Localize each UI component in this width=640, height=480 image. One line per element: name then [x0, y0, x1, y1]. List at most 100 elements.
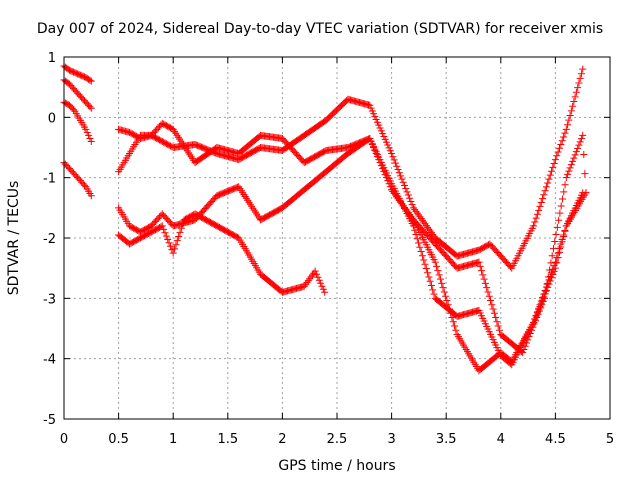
- data-point: [533, 210, 541, 218]
- x-tick-label: 5: [606, 432, 614, 447]
- data-point: [533, 308, 541, 316]
- data-point: [321, 288, 329, 296]
- data-point: [435, 271, 443, 279]
- data-point: [424, 223, 432, 231]
- data-point: [484, 288, 492, 296]
- data-point: [395, 169, 403, 177]
- data-point: [574, 144, 582, 152]
- data-point: [577, 135, 585, 143]
- data-point: [546, 171, 554, 179]
- data-point: [492, 313, 500, 321]
- data-point: [544, 179, 552, 187]
- data-point: [427, 282, 435, 290]
- data-point: [553, 223, 561, 231]
- x-tick-label: 3.5: [436, 432, 457, 447]
- data-point: [175, 232, 183, 240]
- data-point: [413, 209, 421, 217]
- data-point: [475, 258, 483, 266]
- data-point: [403, 188, 411, 196]
- data-point: [483, 284, 491, 292]
- data-point: [479, 271, 487, 279]
- data-point: [427, 229, 435, 237]
- data-point: [550, 159, 558, 167]
- data-point: [433, 262, 441, 270]
- series-track-e: [115, 65, 587, 272]
- data-point: [542, 183, 550, 191]
- data-point: [555, 144, 563, 152]
- data-point: [384, 141, 392, 149]
- data-point: [438, 279, 446, 287]
- data-point: [556, 209, 564, 217]
- data-point: [425, 273, 433, 281]
- data-point: [393, 162, 401, 170]
- x-tick-label: 4.5: [545, 432, 566, 447]
- series-track-b: [60, 76, 95, 112]
- data-point: [85, 131, 93, 139]
- data-point: [579, 131, 587, 139]
- data-point: [564, 121, 572, 129]
- data-point: [530, 318, 538, 326]
- data-point: [416, 243, 424, 251]
- data-point: [537, 199, 545, 207]
- data-point: [422, 222, 430, 230]
- data-point: [171, 245, 179, 253]
- data-points: [60, 62, 590, 375]
- data-point: [494, 322, 502, 330]
- y-axis-label: SDTVAR / TECUs: [6, 181, 22, 296]
- data-point: [570, 98, 578, 106]
- data-point: [87, 192, 95, 200]
- data-point: [376, 124, 384, 132]
- data-point: [381, 135, 389, 143]
- data-point: [549, 265, 557, 273]
- data-point: [521, 342, 529, 350]
- data-point: [560, 231, 568, 239]
- data-point: [313, 270, 321, 278]
- data-point: [169, 249, 177, 257]
- data-point: [545, 175, 553, 183]
- data-point: [558, 195, 566, 203]
- data-point: [445, 305, 453, 313]
- data-point: [536, 202, 544, 210]
- x-axis-label: GPS time / hours: [278, 458, 395, 474]
- data-point: [493, 318, 501, 326]
- data-point: [555, 245, 563, 253]
- x-tick-label: 0: [60, 432, 68, 447]
- data-point: [487, 296, 495, 304]
- data-point: [406, 211, 414, 219]
- data-point: [388, 150, 396, 158]
- series-track-h: [115, 186, 590, 375]
- data-point: [415, 239, 423, 247]
- y-tick-label: -1: [43, 172, 56, 187]
- series-track-d: [60, 159, 95, 200]
- data-point: [488, 301, 496, 309]
- data-point: [580, 151, 588, 159]
- data-point: [426, 227, 434, 235]
- data-point: [426, 277, 434, 285]
- data-point: [551, 156, 559, 164]
- data-point: [161, 229, 169, 237]
- data-point: [541, 287, 549, 295]
- data-point: [535, 304, 543, 312]
- data-point: [489, 305, 497, 313]
- data-point: [86, 103, 94, 111]
- data-point: [577, 70, 585, 78]
- data-point: [421, 220, 429, 228]
- data-point: [407, 197, 415, 205]
- data-point: [429, 230, 437, 238]
- data-point: [572, 148, 580, 156]
- data-point: [420, 218, 428, 226]
- data-point: [407, 212, 415, 220]
- data-point: [398, 200, 406, 208]
- x-tick-label: 2: [278, 432, 286, 447]
- data-point: [418, 216, 426, 224]
- data-point: [165, 239, 173, 247]
- data-point: [549, 245, 557, 253]
- grid: [64, 57, 610, 419]
- series-track-a: [60, 62, 95, 85]
- data-point: [179, 220, 187, 228]
- data-point: [542, 283, 550, 291]
- data-point: [86, 76, 94, 84]
- data-point: [546, 272, 554, 280]
- data-point: [173, 237, 181, 245]
